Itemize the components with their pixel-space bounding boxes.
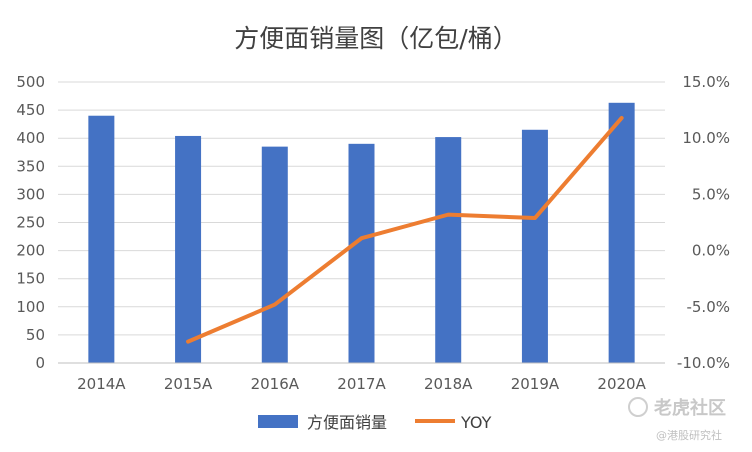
y-right-tick-label: -10.0% <box>677 354 730 372</box>
y-left-tick-label: 50 <box>26 326 45 344</box>
y-right-tick-label: 5.0% <box>692 185 730 203</box>
x-axis: 2014A 2015A 2016A 2017A 2018A 2019A 2020A <box>58 362 665 393</box>
x-tick-label: 2016A <box>251 375 300 393</box>
bar <box>435 137 462 363</box>
watermark-main-text: 老虎社区 <box>654 397 726 419</box>
legend-label-line: YOY <box>460 413 492 432</box>
bar <box>608 102 635 363</box>
y-axis-left: 0 50 100 150 200 250 300 350 400 450 500 <box>16 73 45 372</box>
bar <box>88 115 115 363</box>
y-left-tick-label: 0 <box>35 354 45 372</box>
y-right-tick-label: 0.0% <box>692 242 730 260</box>
y-left-tick-label: 400 <box>16 129 45 147</box>
legend-swatch-bar <box>258 415 298 428</box>
y-right-tick-label: 10.0% <box>682 129 730 147</box>
y-right-tick-label: -5.0% <box>686 298 730 316</box>
bar <box>175 135 202 363</box>
y-right-tick-label: 15.0% <box>682 73 730 91</box>
x-tick-label: 2014A <box>77 375 126 393</box>
bar <box>348 143 375 363</box>
y-axis-right: -10.0% -5.0% 0.0% 5.0% 10.0% 15.0% <box>677 73 730 372</box>
y-left-tick-label: 100 <box>16 298 45 316</box>
legend-label-bar: 方便面销量 <box>307 413 387 432</box>
y-left-tick-label: 200 <box>16 242 45 260</box>
bar-series <box>88 102 635 363</box>
watermark-logo-icon <box>628 397 648 417</box>
chart-title: 方便面销量图（亿包/桶） <box>234 24 517 53</box>
bar <box>521 129 548 363</box>
y-left-tick-label: 450 <box>16 101 45 119</box>
y-left-tick-label: 300 <box>16 185 45 203</box>
line-series <box>186 115 624 344</box>
y-left-tick-label: 250 <box>16 214 45 232</box>
y-left-tick-label: 500 <box>16 73 45 91</box>
bar <box>261 146 288 363</box>
x-tick-label: 2020A <box>597 375 646 393</box>
watermark: 老虎社区 @港股研究社 <box>628 397 726 442</box>
legend: 方便面销量 YOY <box>258 413 492 432</box>
y-left-tick-label: 350 <box>16 157 45 175</box>
yoy-line <box>186 115 624 344</box>
watermark-sub-text: @港股研究社 <box>656 428 722 442</box>
x-tick-label: 2019A <box>511 375 560 393</box>
y-left-tick-label: 150 <box>16 270 45 288</box>
x-tick-label: 2015A <box>164 375 213 393</box>
x-tick-label: 2018A <box>424 375 473 393</box>
x-tick-label: 2017A <box>337 375 386 393</box>
